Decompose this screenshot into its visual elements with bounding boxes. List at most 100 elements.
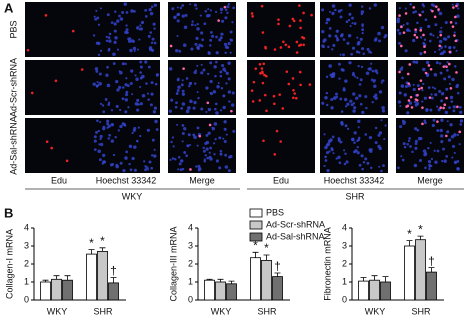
cell-dot [423,96,427,100]
cell-dot [423,119,427,123]
cell-dot [342,53,345,57]
cell-dot [437,108,441,112]
error-bar [360,277,367,282]
cell-dot [418,158,422,163]
cell-dot [459,110,463,114]
cell-dot [279,140,282,143]
cell-dot [93,148,97,151]
cell-dot [378,131,383,135]
cell-dot [175,92,179,95]
cell-dot [204,9,208,13]
cell-dot [213,65,217,69]
panel-label: A [4,0,14,15]
cell-dot [145,82,148,85]
cell-dot [427,160,432,164]
cell-dot [215,35,218,39]
cell-dot [308,83,312,86]
cell-dot [357,64,360,68]
cell-dot [96,16,100,20]
cell-dot [398,70,401,74]
cell-dot [252,80,256,84]
cell-dot [149,31,153,34]
significance-marker: * [418,222,423,236]
cell-dot [414,60,419,64]
cell-dot [97,23,101,26]
cell-dot [380,81,383,84]
cell-dot [224,69,227,73]
cell-dot [361,28,365,32]
row-label: Ad-Scr-shRNA [8,58,18,117]
cell-dot [116,88,120,92]
cell-dot [99,102,103,105]
significance-marker: † [274,259,281,273]
cell-dot [226,5,230,9]
cell-dot [102,110,106,114]
cell-dot [149,11,154,16]
error-bar [64,275,71,281]
cell-dot [419,29,423,32]
cell-dot [147,65,151,69]
y-tick-label: 2 [188,258,193,268]
cell-dot [106,119,110,123]
cell-dot [339,15,343,19]
cell-dot [382,164,385,167]
micrograph [168,118,236,173]
cell-dot [331,11,335,16]
cell-dot [151,37,155,41]
cell-dot [231,91,235,95]
cell-dot [97,53,101,56]
cell-dot [328,150,331,153]
cell-dot [440,118,444,122]
cell-dot [107,36,111,39]
cell-dot [218,166,222,170]
cell-dot [360,5,364,8]
significance-marker: † [110,264,117,278]
column-label: Edu [273,175,289,185]
cell-dot [200,71,204,75]
cell-dot [98,143,101,146]
cell-dot [95,131,98,134]
cell-dot [171,136,175,139]
cell-dot [150,81,154,85]
cell-dot [324,95,328,100]
cell-dot [194,82,197,85]
cell-dot [226,11,229,14]
cell-dot [148,8,152,12]
cell-dot [406,28,410,32]
cell-dot [215,60,218,64]
cell-dot [44,14,48,17]
cell-dot [404,84,408,89]
cell-dot [440,46,443,50]
cell-dot [402,142,406,146]
cell-dot [125,77,128,80]
cell-dot [124,110,128,114]
cell-dot [138,38,141,41]
cell-dot [434,50,437,54]
cell-dot [169,44,173,48]
cell-dot [427,146,430,150]
cell-dot [302,43,305,47]
cell-dot [205,147,209,151]
cell-dot [144,15,148,18]
cell-dot [209,157,213,161]
significance-marker: * [264,241,269,255]
cell-dot [185,109,190,114]
cell-dot [151,138,155,142]
cell-dot [458,143,461,146]
cell-dot [177,77,180,80]
error-bar [217,278,224,282]
cell-dot [335,29,339,33]
cell-dot [456,133,460,136]
cell-dot [219,109,223,112]
cell-dot [189,168,192,171]
cell-dot [187,133,191,137]
cell-dot [211,127,216,131]
cell-dot [445,96,448,100]
cell-dot [95,84,99,88]
cell-dot [189,82,192,85]
cell-dot [298,70,302,74]
cell-dot [302,11,305,15]
cell-dot [362,52,366,56]
cell-dot [221,64,225,68]
cell-dot [414,146,418,150]
